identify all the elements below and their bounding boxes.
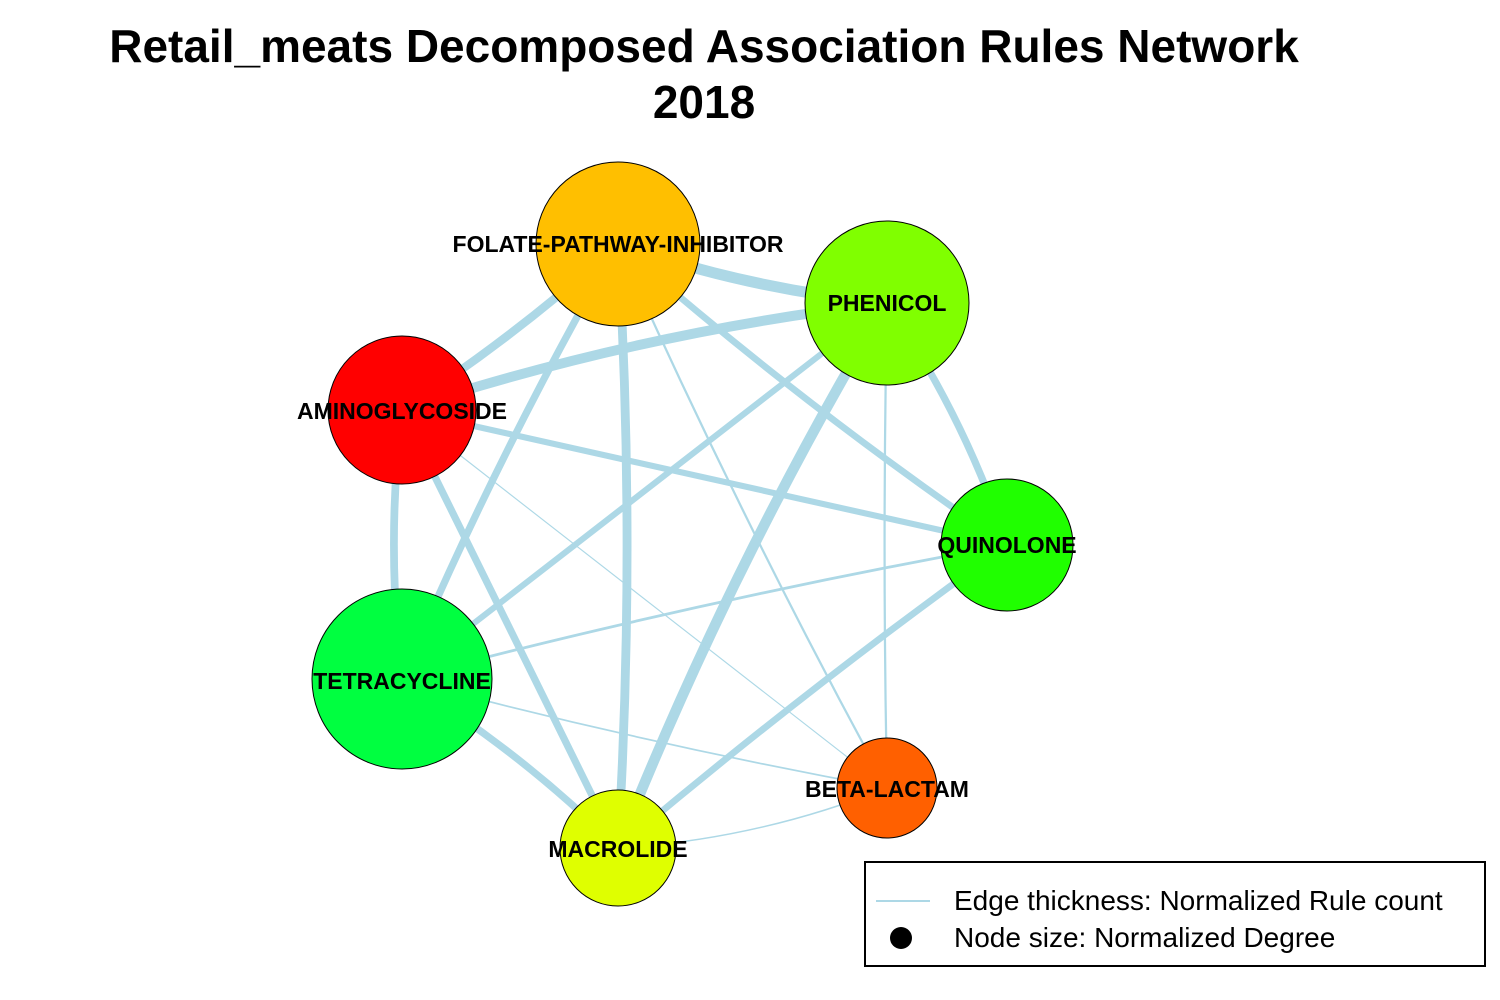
legend-node-row: Node size: Normalized Degree (866, 920, 1335, 956)
node-beta (836, 737, 938, 839)
node-label-folate: FOLATE-PATHWAY-INHIBITOR (453, 231, 784, 257)
title-line-2: 2018 (652, 76, 756, 128)
node-label-quino: QUINOLONE (937, 532, 1076, 558)
legend-node-label: Node size: Normalized Degree (954, 922, 1336, 953)
edge-folate-beta (616, 243, 888, 789)
edge-amino-beta (401, 409, 888, 789)
edge-folate-macro (613, 243, 632, 849)
node-dot-icon (890, 927, 912, 949)
legend-edge-symbol (866, 883, 954, 919)
node-macro (559, 789, 677, 907)
legend-edge-label: Edge thickness: Normalized Rule count (954, 885, 1443, 916)
node-label-phenicol: PHENICOL (828, 290, 947, 316)
node-folate (535, 161, 701, 327)
edge-quino-macro (615, 542, 1009, 851)
labels-layer: FOLATE-PATHWAY-INHIBITOR PHENICOL AMINOGLY… (297, 231, 1077, 862)
node-tetra (311, 588, 493, 770)
title-line-1: Retail_meats Decomposed Association Rule… (109, 20, 1299, 72)
node-label-macro: MACROLIDE (548, 836, 687, 862)
node-label-beta: BETA-LACTAM (805, 776, 969, 802)
edge-line-icon (876, 900, 930, 902)
node-quino (940, 478, 1074, 612)
legend-edge-row: Edge thickness: Normalized Rule count (866, 883, 1443, 919)
edge-phenicol-macro (613, 300, 892, 850)
chart-title: Retail_meats Decomposed Association Rule… (0, 18, 1408, 130)
legend-node-symbol (866, 920, 954, 956)
node-label-tetra: TETRACYCLINE (313, 668, 491, 694)
node-amino (327, 335, 477, 485)
legend: Edge thickness: Normalized Rule count No… (864, 861, 1486, 967)
edge-amino-quino (401, 407, 1008, 548)
node-label-amino: AMINOGLYCOSIDE (297, 398, 507, 424)
node-phenicol (804, 220, 970, 386)
nodes-layer (311, 161, 1074, 907)
